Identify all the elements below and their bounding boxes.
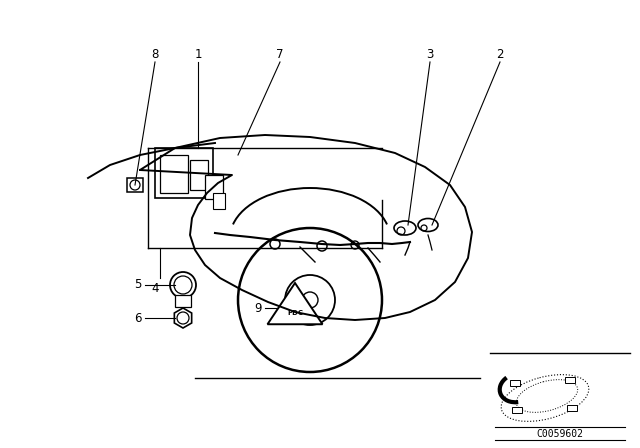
Bar bbox=[567, 405, 577, 411]
Bar bbox=[512, 407, 522, 413]
Bar bbox=[127, 178, 143, 192]
Bar bbox=[155, 148, 213, 198]
Text: PDC: PDC bbox=[287, 310, 303, 316]
Bar bbox=[510, 380, 520, 386]
Text: C0059602: C0059602 bbox=[536, 429, 584, 439]
Text: 8: 8 bbox=[151, 48, 159, 61]
Bar bbox=[190, 160, 208, 190]
Bar bbox=[213, 193, 225, 209]
Text: 2: 2 bbox=[496, 48, 504, 61]
Polygon shape bbox=[174, 308, 191, 328]
Text: 9: 9 bbox=[254, 302, 262, 314]
Polygon shape bbox=[268, 283, 323, 324]
Bar bbox=[205, 175, 223, 199]
Bar bbox=[565, 377, 575, 383]
Text: 7: 7 bbox=[276, 48, 284, 61]
Text: 4: 4 bbox=[151, 281, 159, 294]
Text: 5: 5 bbox=[134, 279, 141, 292]
Bar bbox=[175, 295, 191, 307]
Text: 1: 1 bbox=[195, 48, 202, 61]
Text: 6: 6 bbox=[134, 311, 141, 324]
Bar bbox=[160, 155, 188, 193]
Text: 3: 3 bbox=[426, 48, 434, 61]
